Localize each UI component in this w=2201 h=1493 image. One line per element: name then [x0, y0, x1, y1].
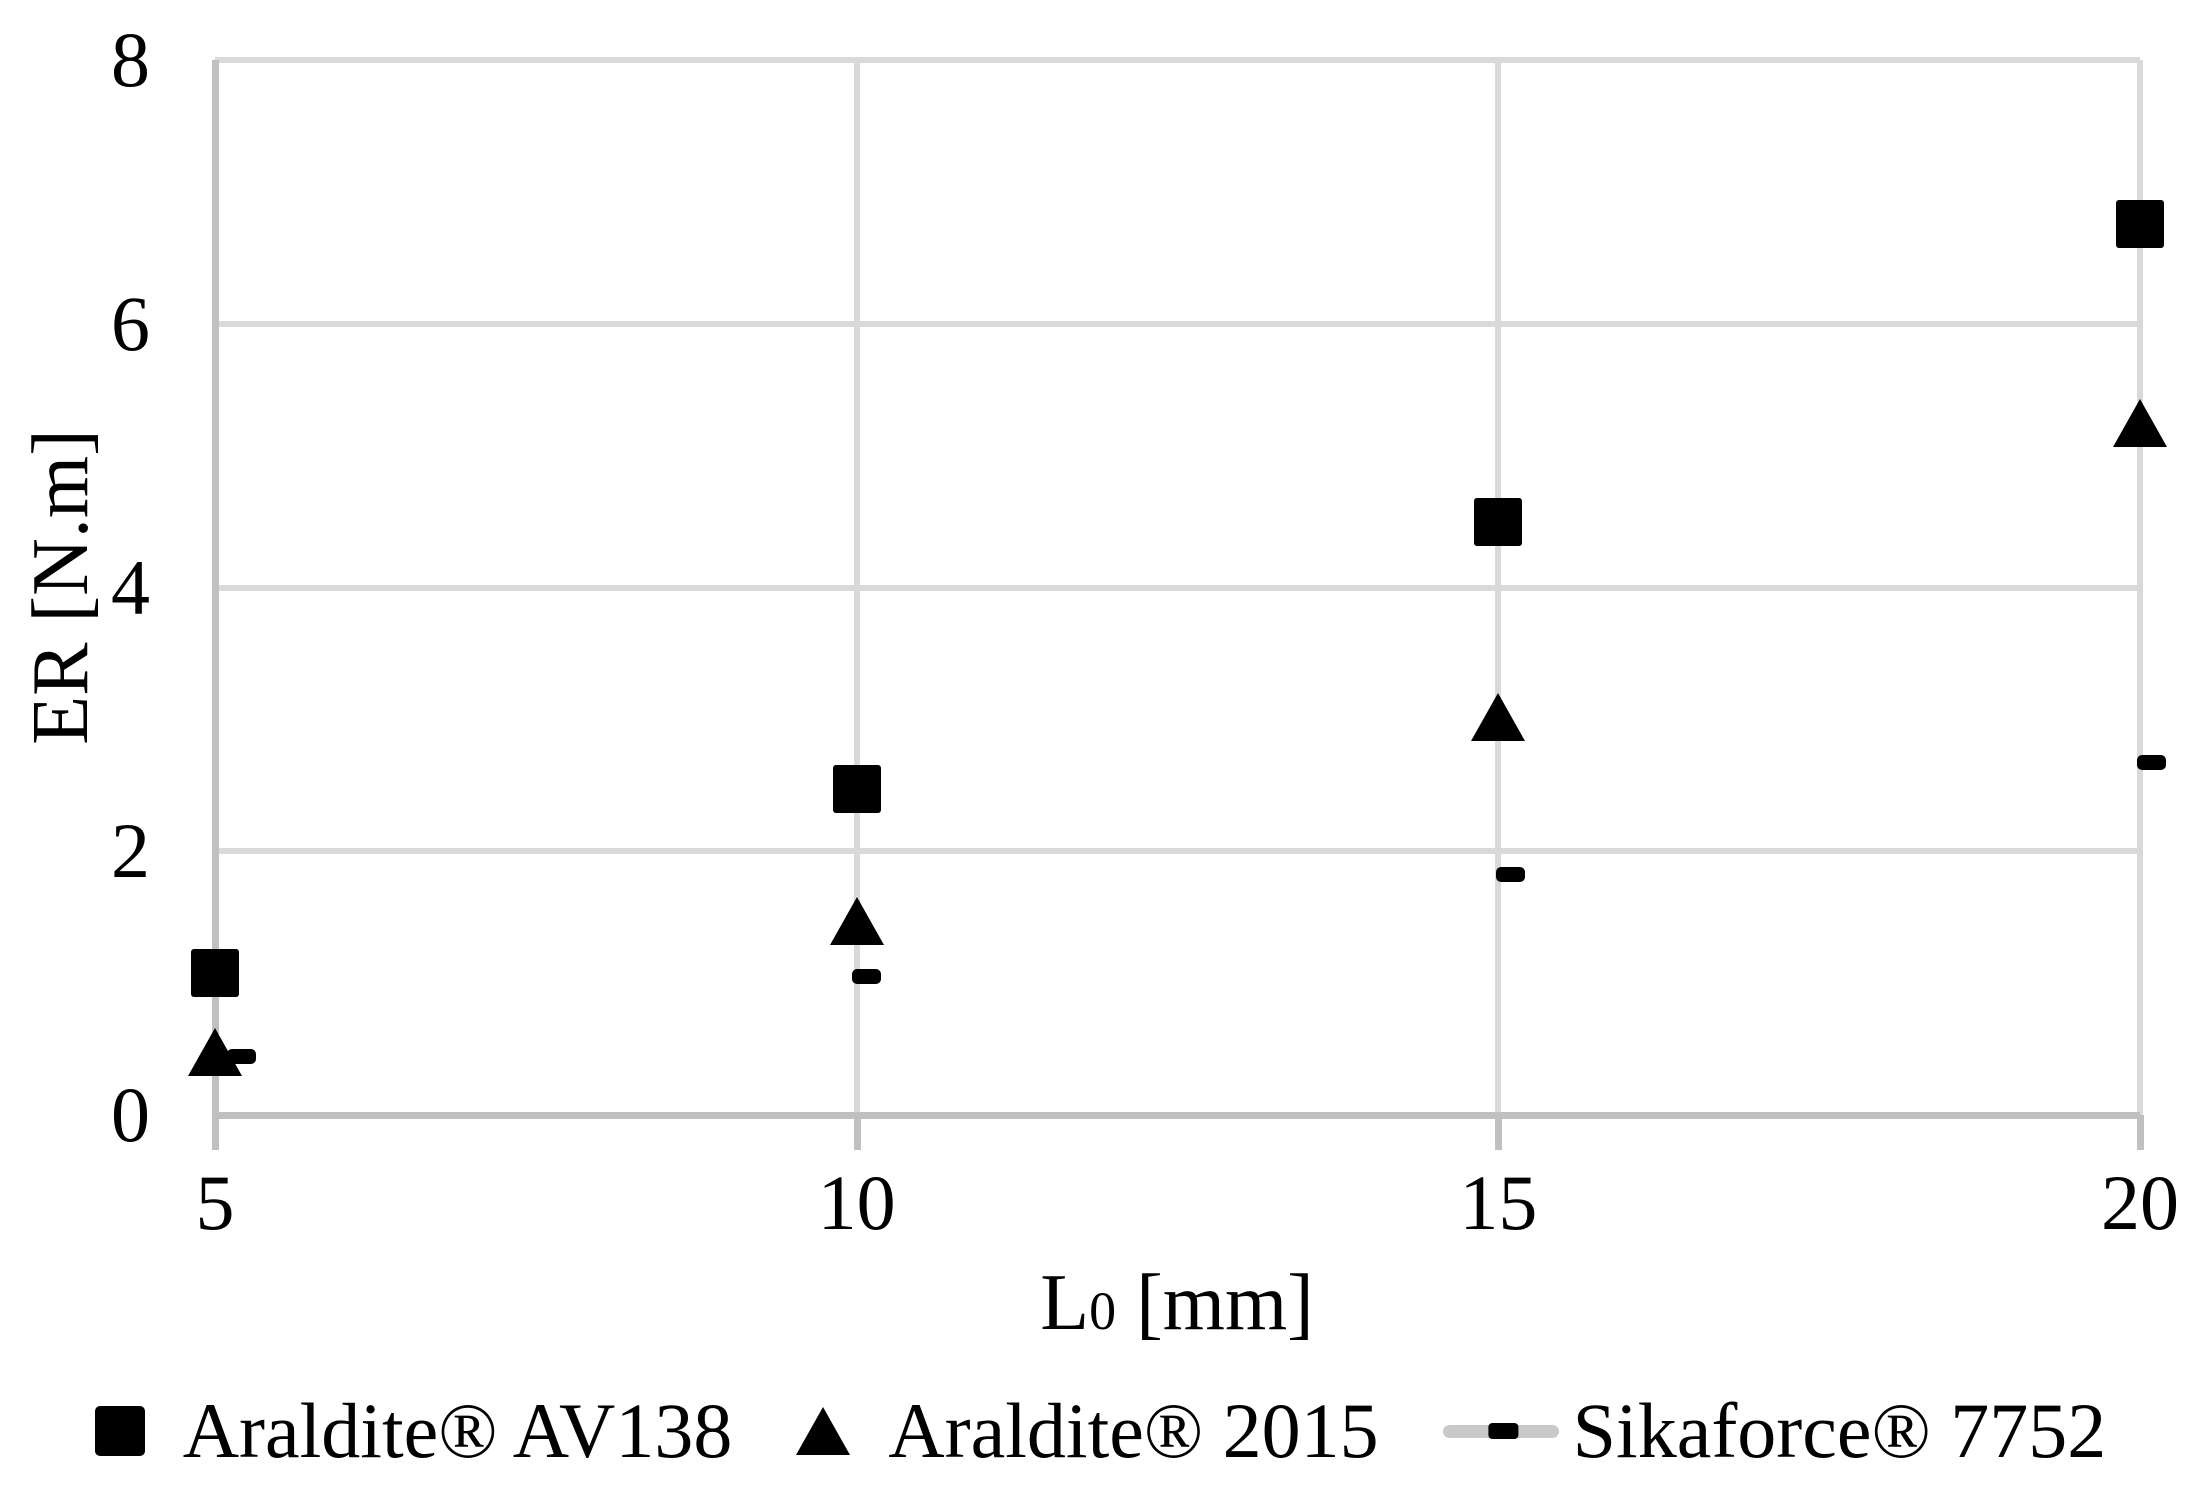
x-axis-line [215, 1112, 2140, 1119]
legend-item-sikaforce-7752: Sikaforce® 7752 [1442, 1387, 2107, 1474]
gridline-y-6 [215, 320, 2140, 327]
x-axis-title-subscript: 0 [1089, 1281, 1117, 1341]
x-tick-20 [2137, 1115, 2144, 1150]
x-tick-5 [212, 1115, 219, 1150]
data-point-araldite-2015-x5 [188, 1027, 242, 1076]
y-tick-label-4: 4 [111, 543, 150, 631]
data-point-araldite-av138-x15 [1474, 497, 1523, 546]
x-tick-10 [853, 1115, 861, 1150]
data-point-araldite-2015-x15 [1471, 692, 1526, 741]
data-point-araldite-av138-x20 [2116, 199, 2164, 248]
y-tick-label-6: 6 [111, 279, 150, 367]
legend-item-araldite-av138: Araldite® AV138 [94, 1387, 733, 1474]
x-tick-label-15: 15 [1459, 1159, 1538, 1246]
y-axis-line [212, 60, 219, 1150]
data-point-araldite-2015-x10 [829, 897, 884, 946]
data-point-araldite-av138-x10 [832, 765, 881, 814]
legend-label-araldite-2015: Araldite® 2015 [888, 1387, 1379, 1474]
legend-label-sikaforce-7752: Sikaforce® 7752 [1572, 1387, 2107, 1474]
square-marker-icon [94, 1406, 145, 1456]
y-tick-label-0: 0 [111, 1071, 150, 1158]
y-tick-label-2: 2 [111, 807, 150, 895]
legend: Araldite® AV138 Araldite® 2015 Sikaforce… [0, 1392, 2201, 1470]
legend-label-araldite-av138: Araldite® AV138 [182, 1387, 733, 1474]
gridline-y-8 [215, 57, 2140, 63]
x-tick-label-10: 10 [817, 1159, 896, 1246]
x-axis-title: L0 [mm] [1040, 1263, 1314, 1343]
data-point-sikaforce-7752-x20 [2136, 755, 2166, 771]
triangle-marker-icon [796, 1407, 851, 1455]
data-point-sikaforce-7752-x10 [852, 969, 882, 985]
legend-item-araldite-2015: Araldite® 2015 [796, 1387, 1379, 1474]
y-tick-label-8: 8 [111, 16, 150, 103]
data-point-sikaforce-7752-x15 [1495, 867, 1525, 883]
x-tick-label-5: 5 [195, 1159, 235, 1246]
gridline-y-4 [215, 584, 2140, 591]
gridline-x-20 [2137, 60, 2143, 1115]
y-axis-title: ER [N.m] [17, 429, 105, 745]
dash-line-marker-icon [1442, 1423, 1559, 1439]
plot-area [188, 57, 2167, 1150]
x-tick-15 [1495, 1115, 1503, 1150]
gridline-y-2 [215, 848, 2140, 855]
x-axis-title-main: L [1040, 1259, 1090, 1347]
data-point-araldite-2015-x20 [2113, 398, 2167, 447]
x-tick-label-20: 20 [2101, 1159, 2179, 1246]
data-point-araldite-av138-x5 [191, 948, 239, 997]
x-axis-title-unit: [mm] [1116, 1259, 1314, 1347]
